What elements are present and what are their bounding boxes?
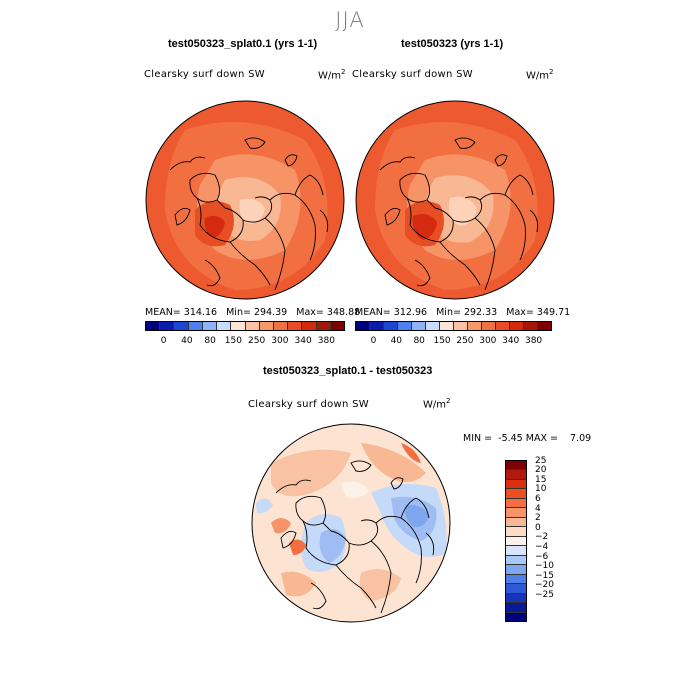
colorbar-swatch: [524, 322, 538, 330]
colorbar-swatch: [506, 479, 526, 490]
colorbar-swatch: [506, 508, 526, 518]
colorbar-tick-label: 0: [160, 336, 167, 346]
season-title: JJA: [335, 8, 365, 32]
colorbar-tick-label: 40: [390, 336, 403, 346]
colorbar-swatch: [454, 322, 468, 330]
colorbar-swatch: [245, 322, 260, 330]
diff-field-name: Clearsky surf down SW: [248, 399, 369, 410]
colorbar-tick-label: −10: [535, 561, 554, 572]
panel-1-colorbar-ticks: 0 40 80 150 250 300 340 380: [152, 336, 338, 346]
colorbar-tick-label: 80: [413, 336, 425, 346]
diff-colorbar: [505, 460, 527, 622]
colorbar-tick-label: 15: [535, 474, 547, 485]
panel-2-stats: MEAN= 312.96 Min= 292.33 Max= 349.71: [355, 307, 571, 318]
colorbar-tick-label: −25: [535, 589, 554, 600]
diff-stats: MIN = -5.45 MAX = 7.09: [463, 433, 592, 444]
panel-1-field-name: Clearsky surf down SW: [144, 69, 265, 80]
colorbar-swatch: [506, 612, 526, 621]
colorbar-swatch: [510, 322, 524, 330]
colorbar-swatch: [496, 322, 510, 330]
colorbar-swatch: [384, 322, 398, 330]
diff-colorbar-ticks: 25 20 15 10 6 4 2 0 −2 −4 −6 −10 −15 −20 −25: [535, 456, 554, 600]
colorbar-tick-label: 20: [535, 465, 547, 476]
colorbar-swatch: [202, 322, 218, 330]
colorbar-swatch: [146, 322, 161, 330]
colorbar-tick-label: 150: [433, 336, 451, 346]
colorbar-swatch: [302, 322, 317, 330]
colorbar-swatch: [538, 322, 551, 330]
colorbar-swatch: [273, 322, 289, 330]
colorbar-swatch: [440, 322, 454, 330]
colorbar-swatch: [482, 322, 496, 330]
colorbar-tick-label: 300: [479, 336, 497, 346]
colorbar-swatch: [506, 584, 526, 594]
colorbar-swatch: [506, 470, 526, 480]
colorbar-swatch: [412, 322, 426, 330]
colorbar-swatch: [330, 322, 345, 330]
colorbar-swatch: [506, 536, 526, 547]
diff-polar-map: [251, 423, 451, 623]
panel-2-units: W/m2: [526, 68, 554, 82]
colorbar-tick-label: 380: [524, 336, 543, 346]
colorbar-swatch: [231, 322, 246, 330]
colorbar-swatch: [506, 546, 526, 556]
panel-2-colorbar-ticks: 0 40 80 150 250 300 340 380: [362, 336, 545, 346]
colorbar-tick-label: 6: [535, 493, 541, 504]
colorbar-tick-label: −2: [535, 532, 549, 543]
colorbar-tick-label: 0: [535, 522, 541, 533]
colorbar-tick-label: 250: [456, 336, 474, 346]
colorbar-swatch: [506, 517, 526, 528]
colorbar-tick-label: 250: [248, 336, 266, 346]
panel-1-units: W/m2: [318, 68, 346, 82]
colorbar-swatch: [506, 461, 526, 471]
panel-1-colorbar: [145, 321, 345, 331]
colorbar-swatch: [506, 527, 526, 537]
colorbar-tick-label: 80: [204, 336, 216, 346]
panel-2-polar-map: [355, 100, 555, 300]
colorbar-swatch: [506, 498, 526, 509]
colorbar-tick-label: −20: [535, 580, 554, 591]
colorbar-swatch: [370, 322, 384, 330]
colorbar-swatch: [506, 603, 526, 613]
colorbar-swatch: [426, 322, 440, 330]
diff-units: W/m2: [423, 397, 451, 411]
colorbar-swatch: [398, 322, 412, 330]
colorbar-swatch: [506, 593, 526, 604]
colorbar-tick-label: 380: [317, 336, 335, 346]
colorbar-swatch: [506, 489, 526, 499]
colorbar-tick-label: 340: [294, 336, 312, 346]
colorbar-tick-label: −6: [535, 551, 549, 562]
panel-1-polar-map: [145, 100, 345, 300]
colorbar-swatch: [259, 322, 274, 330]
colorbar-tick-label: 340: [502, 336, 520, 346]
colorbar-swatch: [288, 322, 303, 330]
colorbar-swatch: [174, 322, 189, 330]
colorbar-swatch: [506, 565, 526, 575]
panel-2-title: test050323 (yrs 1-1): [401, 38, 504, 50]
colorbar-tick-label: −15: [535, 570, 554, 581]
colorbar-swatch: [160, 322, 175, 330]
colorbar-tick-label: −4: [535, 541, 549, 552]
colorbar-swatch: [217, 322, 232, 330]
colorbar-tick-label: 0: [370, 336, 377, 346]
colorbar-swatch: [356, 322, 370, 330]
panel-2-colorbar: [355, 321, 552, 331]
colorbar-swatch: [506, 574, 526, 585]
panel-1-title: test050323_splat0.1 (yrs 1-1): [168, 38, 318, 50]
colorbar-swatch: [468, 322, 482, 330]
colorbar-tick-label: 4: [535, 503, 541, 514]
diff-title: test050323_splat0.1 - test050323: [263, 365, 433, 377]
colorbar-tick-label: 2: [535, 513, 541, 524]
panel-1-stats: MEAN= 314.16 Min= 294.39 Max= 348.88: [145, 307, 361, 318]
colorbar-swatch: [506, 555, 526, 566]
colorbar-tick-label: 10: [535, 484, 547, 495]
colorbar-swatch: [188, 322, 203, 330]
colorbar-tick-label: 150: [224, 336, 242, 346]
colorbar-tick-label: 25: [535, 455, 547, 466]
colorbar-tick-label: 300: [271, 336, 289, 346]
panel-2-field-name: Clearsky surf down SW: [352, 69, 473, 80]
colorbar-swatch: [316, 322, 331, 330]
colorbar-tick-label: 40: [181, 336, 193, 346]
